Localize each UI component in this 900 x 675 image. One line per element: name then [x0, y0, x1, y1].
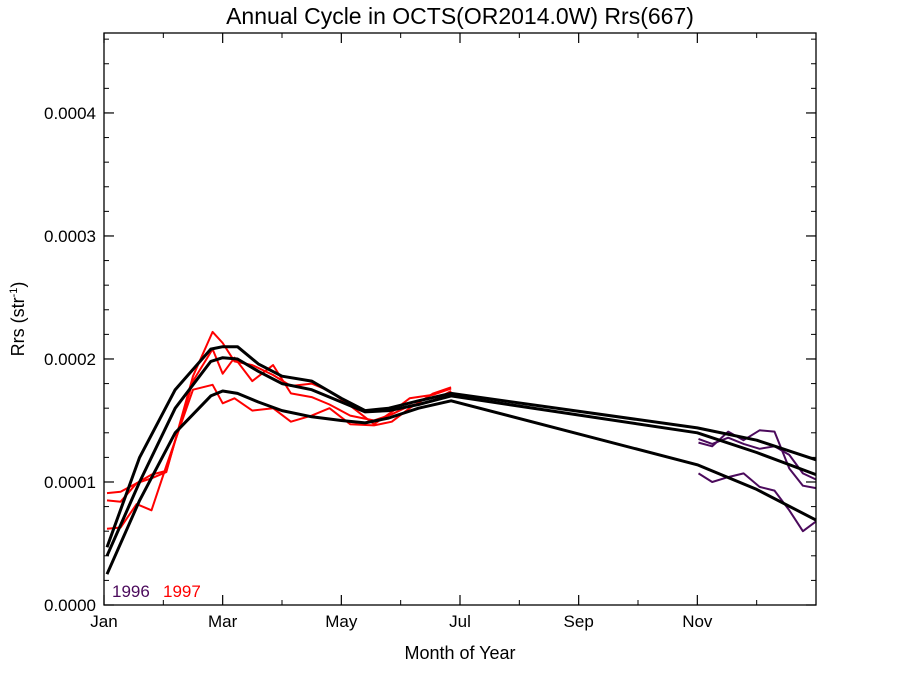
series-line-5 [106, 348, 452, 503]
series-line-4 [106, 383, 452, 530]
y-tick-label: 0.0001 [44, 473, 96, 492]
series-line-6 [105, 389, 817, 575]
x-tick-label: Jan [90, 612, 117, 631]
plot-frame [103, 32, 817, 606]
series-line-1 [697, 472, 817, 533]
y-axis-label-superscript: -1 [8, 288, 20, 298]
series-line-3 [106, 330, 452, 495]
axes: 0.0000 0.0001 0.0002 0.0003 0.0004 Jan Mar May J… [44, 104, 713, 631]
y-axis-label-main: Rrs (str [8, 297, 28, 356]
legend-label-1997: 1997 [163, 582, 201, 601]
tick-marks [103, 33, 816, 606]
x-tick-label: Mar [208, 612, 238, 631]
y-axis-label-close: ) [8, 282, 28, 288]
x-tick-label: Sep [564, 612, 594, 631]
y-tick-label: 0.0002 [44, 350, 96, 369]
series-line-7 [105, 356, 817, 557]
legend-label-1996: 1996 [112, 582, 150, 601]
x-tick-label: May [325, 612, 358, 631]
y-tick-label: 0.0004 [44, 104, 96, 123]
chart-title: Annual Cycle in OCTS(OR2014.0W) Rrs(667) [226, 3, 694, 29]
y-axis-label: Rrs (str-1) [8, 282, 28, 357]
x-tick-label: Nov [682, 612, 713, 631]
y-tick-label: 0.0000 [44, 596, 96, 615]
x-tick-label: Jul [449, 612, 471, 631]
series-line-8 [105, 345, 817, 548]
y-tick-label: 0.0003 [44, 227, 96, 246]
legend: 1996 1997 [112, 582, 201, 601]
series-lines [105, 330, 817, 575]
x-axis-label: Month of Year [404, 643, 515, 663]
